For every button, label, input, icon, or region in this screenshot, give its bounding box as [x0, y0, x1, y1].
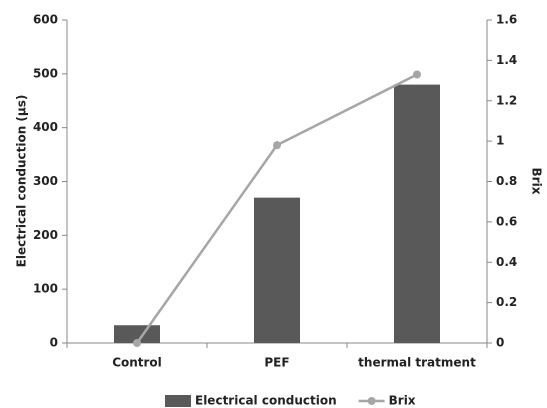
x-tick-label: Control [112, 356, 162, 370]
x-tick-label: PEF [264, 356, 289, 370]
y2-tick-label: 1.6 [496, 13, 517, 27]
bar [114, 325, 160, 343]
y-tick-label: 0 [50, 336, 58, 350]
y-tick-label: 500 [33, 66, 58, 80]
y-axis-label: Electrical conduction (µs) [15, 95, 29, 268]
y2-tick-label: 0.2 [496, 295, 517, 309]
legend-label: Brix [389, 394, 416, 408]
legend-label: Electrical conduction [195, 394, 337, 408]
y-tick-label: 600 [33, 13, 58, 27]
y2-tick-label: 1 [496, 134, 504, 148]
bar [254, 197, 300, 343]
y-tick-label: 100 [33, 282, 58, 296]
legend-swatch [367, 397, 376, 405]
line-point [413, 70, 421, 79]
y2-axis-label: Brix [530, 168, 544, 195]
y2-tick-label: 1.2 [496, 93, 517, 107]
y2-tick-label: 1.4 [496, 53, 517, 67]
line-point [133, 339, 141, 347]
y2-tick-label: 0.8 [496, 174, 517, 188]
y-tick-label: 200 [33, 228, 58, 242]
line-point [273, 141, 281, 150]
y2-tick-label: 0 [496, 336, 504, 350]
bar [394, 84, 440, 343]
y2-tick-label: 0.6 [496, 214, 517, 228]
x-tick-label: thermal tratment [358, 356, 476, 370]
y-tick-label: 400 [33, 120, 58, 134]
legend-swatch [165, 395, 191, 407]
y-tick-label: 300 [33, 174, 58, 188]
y2-tick-label: 0.4 [496, 255, 517, 269]
